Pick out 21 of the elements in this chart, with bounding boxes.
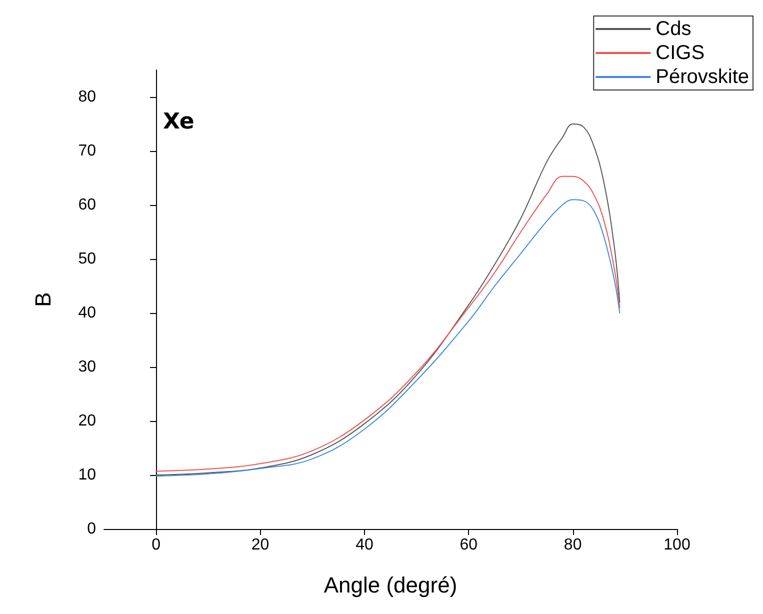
legend-label: Cds: [656, 18, 692, 40]
y-tick-label: 70: [78, 142, 96, 160]
legend-label: Pérovskite: [656, 66, 750, 88]
y-tick-label: 20: [78, 412, 96, 430]
x-tick-label: 100: [664, 536, 690, 554]
y-tick-label: 50: [78, 250, 96, 268]
x-tick-label: 60: [460, 536, 478, 554]
x-tick-label: 40: [356, 536, 374, 554]
y-tick-label: 30: [78, 358, 96, 376]
legend-label: CIGS: [656, 42, 705, 64]
y-tick-label: 60: [78, 196, 96, 214]
x-tick-label: 20: [251, 536, 270, 554]
x-tick-label: 80: [564, 536, 582, 554]
y-tick-label: 80: [78, 88, 96, 106]
x-tick-label: 0: [152, 536, 161, 554]
y-tick-label: 0: [87, 520, 96, 538]
y-tick-label: 10: [78, 466, 96, 484]
x-axis-title: Angle (degré): [324, 572, 458, 598]
y-axis-title: B: [30, 292, 56, 307]
y-tick-label: 40: [78, 304, 96, 322]
text: Xe: [163, 110, 194, 134]
